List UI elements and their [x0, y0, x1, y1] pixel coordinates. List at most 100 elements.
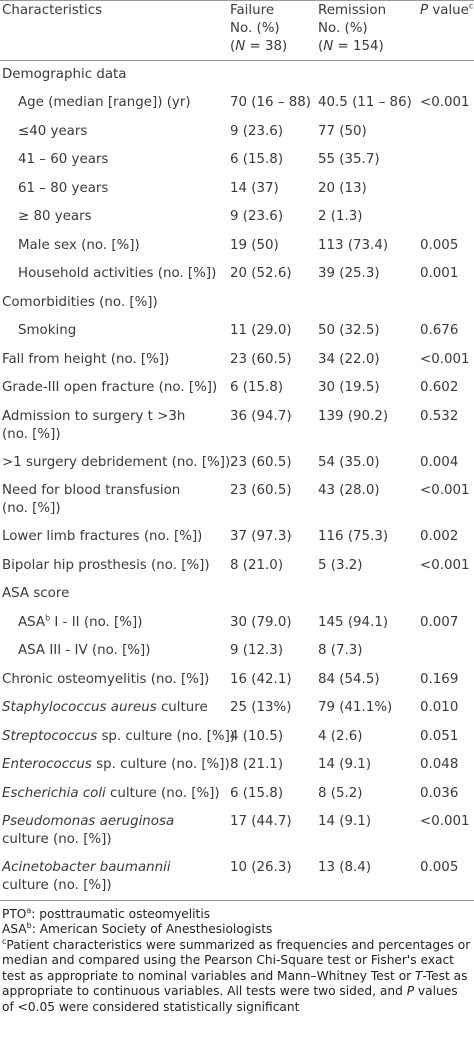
row-label: Escherichia coli culture (no. [%]) [0, 780, 230, 809]
cell-value: 77 (50) [318, 123, 367, 139]
label-text: I - II (no. [%]) [50, 614, 143, 630]
cell-value: 30 (19.5) [318, 380, 380, 395]
row-label: Enterococcus sp. culture (no. [%]) [0, 751, 230, 780]
cell-value: 70 (16 – 88) [230, 95, 312, 110]
empty-cell [420, 118, 474, 147]
empty-cell [230, 61, 318, 90]
row-label: Fall from height (no. [%]) [2, 351, 170, 367]
text: b [26, 920, 32, 930]
species-name: Acinetobacter baumannii [2, 860, 171, 875]
table-row: Demographic data [0, 61, 474, 90]
text: Failure [230, 3, 275, 18]
row-label: Lower limb fractures (no. [%]) [2, 529, 203, 544]
species-name: Enterococcus [2, 757, 92, 772]
text: No. (%) [318, 21, 368, 36]
empty-cell [420, 289, 474, 318]
row-label: ≥ 80 years [18, 209, 92, 224]
row-label: Admission to surgery t >3h (no. [%]) [0, 403, 230, 449]
cell-value: 8 (7.3) [318, 643, 363, 658]
footnote: cPatient characteristics were summarized… [2, 937, 472, 1016]
cell-value: 116 (75.3) [318, 529, 389, 544]
text: values of <0.05 were considered statisti… [2, 984, 458, 1014]
label-text: culture [156, 700, 208, 715]
cell-value: 20 (13) [318, 180, 367, 196]
label-text: culture (no. [%]) [2, 878, 112, 893]
table-row: Household activities (no. [%]) 20 (52.6) 3… [0, 260, 474, 289]
cell-value: 0.532 [420, 408, 459, 424]
row-label: ASA score [2, 586, 70, 601]
cell-value: <0.001 [420, 483, 470, 498]
cell-value: 14 (9.1) [318, 814, 372, 829]
cell-value: 11 (29.0) [230, 323, 292, 338]
empty-cell [318, 580, 420, 609]
header-cell: Remission No. (%) (N = 154) [318, 0, 420, 61]
cell-value: 19 (50) [230, 237, 279, 253]
cell-value: 9 (23.6) [230, 209, 284, 224]
table-body: Demographic data Age (median [range]) (yr… [0, 61, 474, 901]
row-label: Streptococcus sp. culture (no. [%]) [0, 723, 235, 752]
text: Remission [318, 3, 387, 18]
row-label: Demographic data [2, 67, 127, 82]
cell-value: 8 (5.2) [318, 785, 363, 801]
cell-value: 20 (52.6) [230, 266, 292, 281]
cell-value: 14 (9.1) [318, 757, 372, 772]
cell-value: 39 (25.3) [318, 266, 380, 281]
cell-value: 14 (37) [230, 180, 279, 196]
text: T [415, 968, 423, 983]
row-label: Need for blood transfusion (no. [%]) [0, 477, 230, 523]
cell-value: 36 (94.7) [230, 408, 292, 424]
row-label: ASA III - IV (no. [%]) [18, 643, 151, 658]
characteristics-table: Characteristics Failure No. (%) (N = 38) R… [0, 0, 474, 901]
label-text: Admission to surgery t >3h (no. [%]) [2, 408, 186, 442]
cell-value: 0.007 [420, 614, 459, 630]
label-text: culture (no. [%]) [105, 785, 220, 801]
cell-value: 0.004 [420, 454, 459, 470]
empty-cell [420, 61, 474, 90]
footnote: PTOa: posttraumatic osteomyelitis [2, 906, 472, 923]
cell-value: 2 (1.3) [318, 209, 363, 224]
cell-value: <0.001 [420, 814, 470, 829]
empty-cell [318, 289, 420, 318]
text: value [428, 3, 469, 18]
text: P [420, 3, 429, 18]
cell-value: 6 (15.8) [230, 380, 284, 395]
cell-value: 0.001 [420, 266, 459, 281]
table-row: Escherichia coli culture (no. [%]) 6 (15.… [0, 780, 474, 809]
table-row: Admission to surgery t >3h (no. [%]) 36 (… [0, 403, 474, 449]
table-row: Need for blood transfusion (no. [%]) 23 (… [0, 477, 474, 523]
row-label: Age (median [range]) (yr) [18, 95, 191, 110]
row-label: 61 – 80 years [18, 180, 109, 196]
cell-value: 84 (54.5) [318, 671, 380, 687]
cell-value: 0.002 [420, 529, 459, 544]
cell-value: 37 (97.3) [230, 529, 292, 544]
empty-cell [420, 637, 474, 666]
cell-value: 40.5 (11 – 86) [318, 95, 412, 110]
row-label: Household activities (no. [%]) [18, 266, 217, 281]
cell-value: 0.005 [420, 237, 459, 253]
row-label: 41 – 60 years [18, 152, 109, 167]
empty-cell [420, 203, 474, 232]
species-name: Streptococcus [2, 728, 98, 744]
table-row: ASA score [0, 580, 474, 609]
row-label: Bipolar hip prosthesis (no. [%]) [2, 557, 210, 573]
cell-value: 23 (60.5) [230, 351, 292, 367]
text: PTO [2, 906, 27, 921]
empty-cell [318, 61, 420, 90]
table-row: Enterococcus sp. culture (no. [%]) 8 (21.… [0, 751, 474, 780]
text-part: (N = 154) [318, 38, 420, 56]
cell-value: 34 (22.0) [318, 351, 380, 367]
cell-value: 0.048 [420, 757, 459, 772]
table-row: Chronic osteomyelitis (no. [%]) 16 (42.1)… [0, 666, 474, 695]
cell-value: 0.051 [420, 728, 459, 744]
table-row: ≤40 years 9 (23.6) 77 (50) [0, 118, 474, 147]
text: N [235, 39, 246, 54]
row-label: Smoking [18, 323, 77, 338]
label-text: ASA [18, 614, 46, 630]
cell-value: <0.001 [420, 351, 470, 367]
table-row: ASA III - IV (no. [%]) 9 (12.3) 8 (7.3) [0, 637, 474, 666]
table-row: ≥ 80 years 9 (23.6) 2 (1.3) [0, 203, 474, 232]
cell-value: 0.169 [420, 671, 459, 687]
header-cell: Failure No. (%) (N = 38) [230, 0, 318, 61]
cell-value: 0.602 [420, 380, 459, 395]
